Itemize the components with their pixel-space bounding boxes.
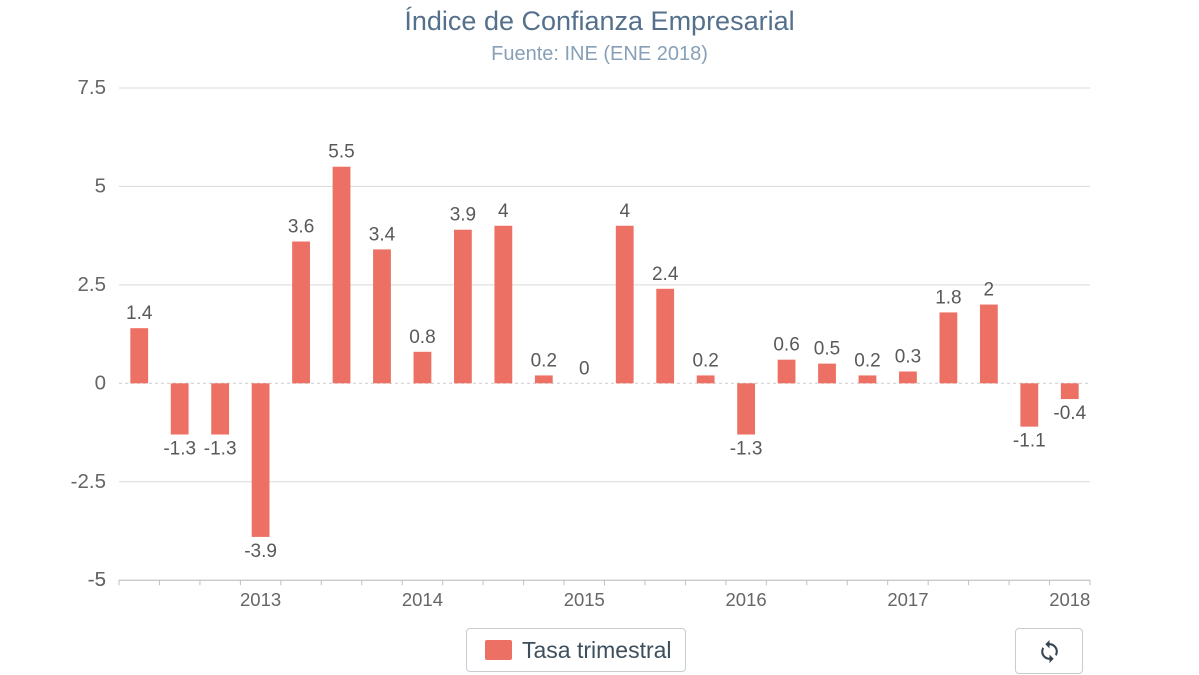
svg-text:1.8: 1.8 — [935, 287, 961, 308]
svg-text:0.6: 0.6 — [773, 335, 799, 356]
svg-text:-1.1: -1.1 — [1013, 431, 1046, 452]
svg-text:4: 4 — [498, 201, 509, 222]
svg-text:-2.5: -2.5 — [71, 470, 106, 493]
svg-text:-1.3: -1.3 — [204, 439, 237, 460]
svg-text:0.3: 0.3 — [895, 347, 921, 368]
svg-text:3.4: 3.4 — [369, 224, 396, 245]
svg-text:5: 5 — [95, 174, 106, 197]
svg-text:0.2: 0.2 — [692, 350, 718, 371]
svg-text:2: 2 — [984, 280, 995, 301]
svg-text:2013: 2013 — [240, 589, 281, 610]
svg-text:0.2: 0.2 — [531, 350, 557, 371]
svg-text:5.5: 5.5 — [328, 142, 354, 163]
svg-text:0.5: 0.5 — [814, 339, 840, 360]
svg-text:2016: 2016 — [726, 589, 767, 610]
svg-text:-1.3: -1.3 — [730, 439, 763, 460]
svg-text:2.5: 2.5 — [78, 273, 107, 296]
svg-text:-1.3: -1.3 — [163, 439, 196, 460]
svg-text:0: 0 — [95, 371, 106, 394]
svg-text:1.4: 1.4 — [126, 303, 153, 324]
svg-text:0.8: 0.8 — [409, 327, 435, 348]
svg-text:7.5: 7.5 — [78, 76, 107, 99]
svg-text:2018: 2018 — [1049, 589, 1090, 610]
svg-text:-5: -5 — [88, 568, 106, 591]
svg-text:2.4: 2.4 — [652, 264, 679, 285]
svg-text:2014: 2014 — [402, 589, 443, 610]
svg-text:-3.9: -3.9 — [244, 541, 277, 562]
svg-text:3.9: 3.9 — [450, 205, 476, 226]
svg-text:2015: 2015 — [564, 589, 605, 610]
svg-text:2017: 2017 — [887, 589, 928, 610]
svg-text:4: 4 — [619, 201, 630, 222]
svg-text:0: 0 — [579, 358, 590, 379]
svg-text:0.2: 0.2 — [854, 350, 880, 371]
svg-text:3.6: 3.6 — [288, 217, 314, 238]
svg-text:-0.4: -0.4 — [1053, 403, 1086, 424]
